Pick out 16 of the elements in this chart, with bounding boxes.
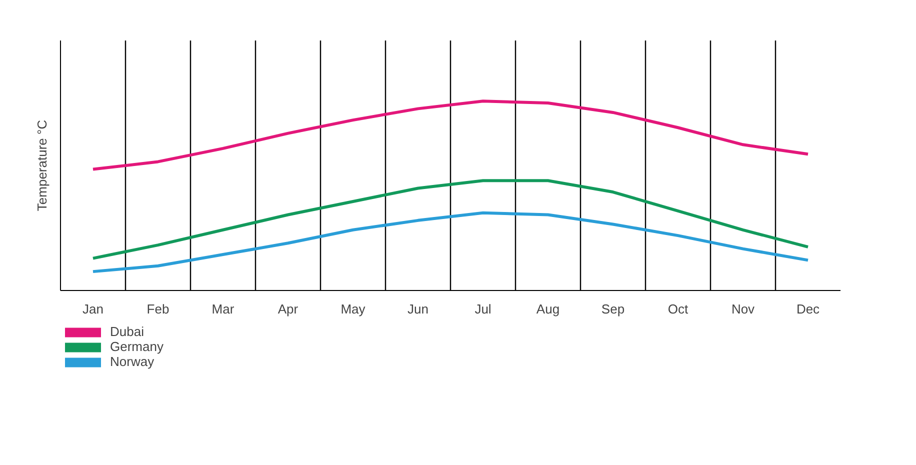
- x-tick-label: Jul: [474, 302, 492, 316]
- x-tick-label: Aug: [536, 302, 560, 316]
- legend-label: Germany: [110, 339, 164, 354]
- x-tick-label: Feb: [146, 302, 170, 316]
- legend-label: Norway: [110, 354, 154, 369]
- x-tick-label: Sep: [601, 302, 625, 316]
- legend-label: Dubai: [110, 324, 144, 339]
- x-tick-label: Jan: [82, 302, 104, 316]
- x-tick-label: Jun: [408, 302, 428, 316]
- x-tick-label: Nov: [731, 302, 756, 316]
- y-axis-title: Temperature °C: [34, 120, 50, 212]
- x-tick-label: Apr: [278, 302, 299, 316]
- x-tick-label: Mar: [212, 302, 235, 316]
- x-tick-label: Oct: [668, 302, 688, 316]
- x-tick-label: Dec: [796, 302, 820, 316]
- x-tick-label: May: [340, 302, 366, 316]
